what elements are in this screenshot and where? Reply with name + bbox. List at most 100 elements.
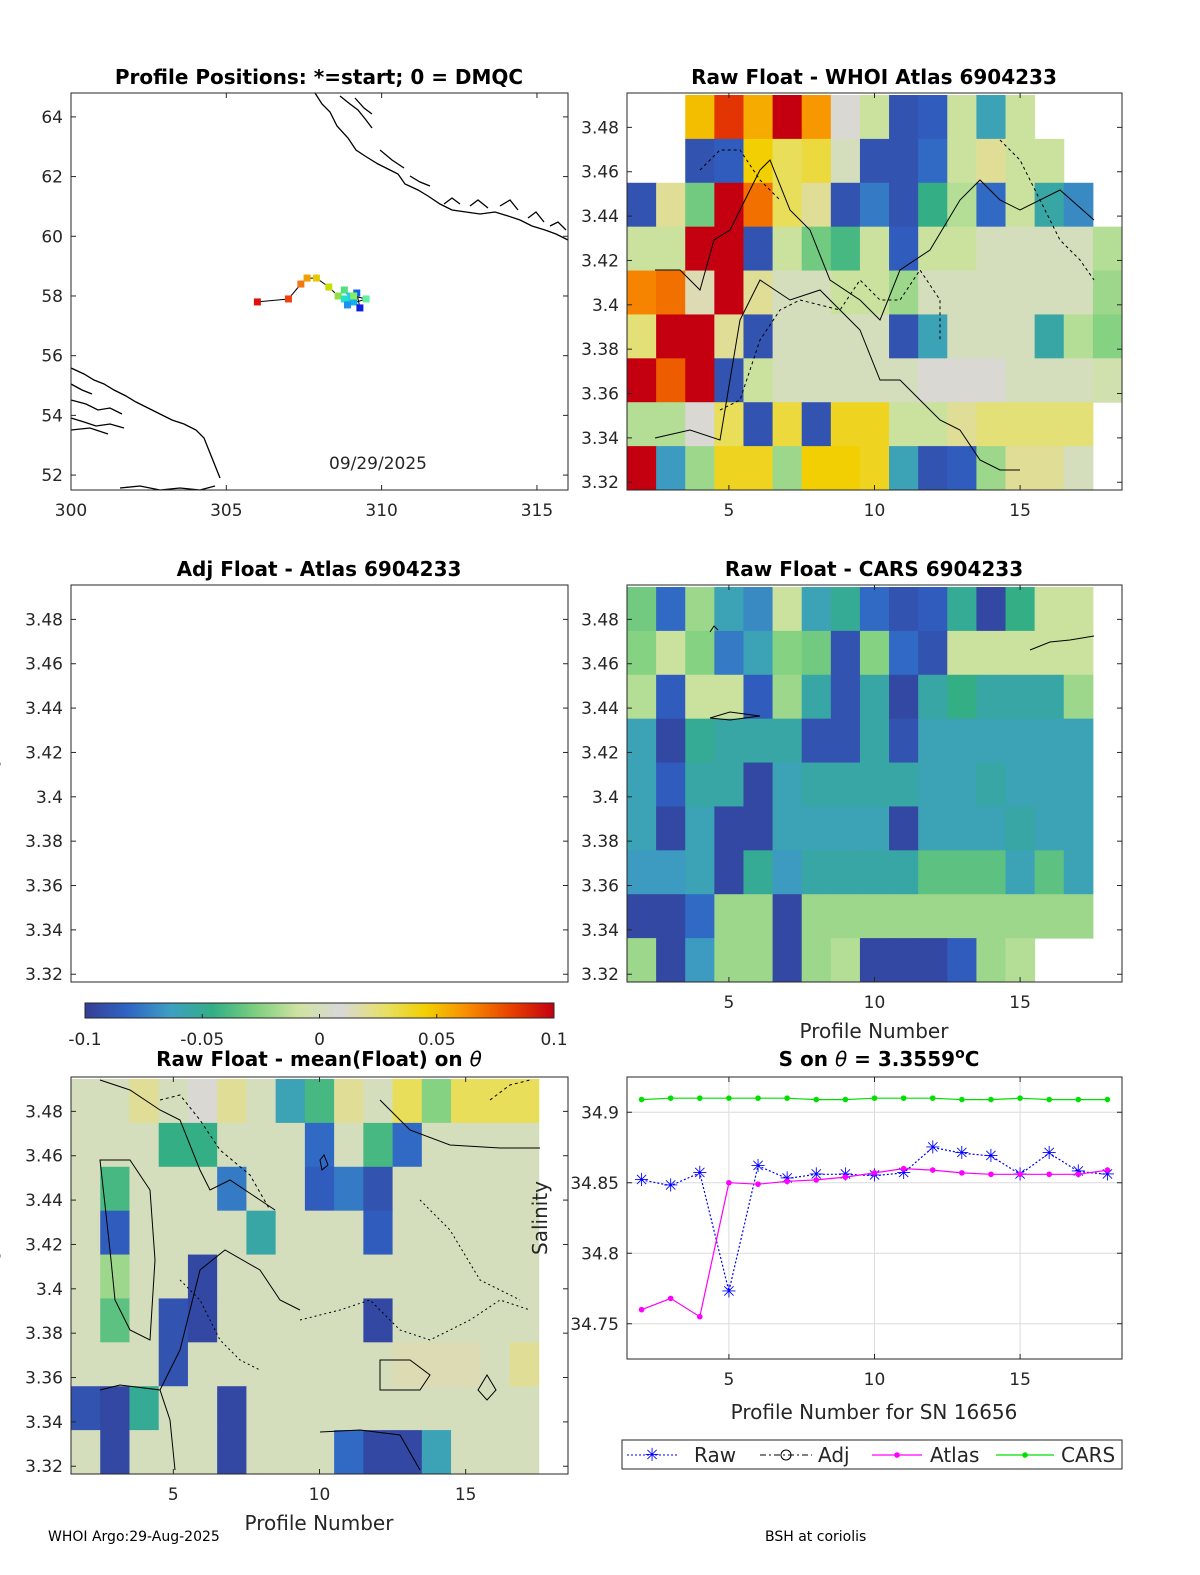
heatmap-cell bbox=[889, 674, 919, 720]
heatmap-cell bbox=[100, 1122, 130, 1168]
heatmap-cell bbox=[685, 762, 715, 807]
heatmap-cell bbox=[947, 762, 977, 807]
heatmap-cell bbox=[918, 182, 948, 228]
heatmap-cell bbox=[392, 1210, 423, 1256]
track-point bbox=[350, 292, 358, 300]
cars-title: Raw Float - CARS 6904233 bbox=[725, 557, 1023, 581]
y-tick-label: 3.46 bbox=[25, 655, 63, 675]
heatmap-cell bbox=[714, 850, 744, 895]
heatmap-cell bbox=[918, 95, 948, 140]
heatmap-cell bbox=[187, 1166, 218, 1212]
series-atlas-point bbox=[988, 1171, 994, 1178]
series-atlas-point bbox=[871, 1170, 878, 1176]
heatmap-cell bbox=[772, 718, 803, 764]
y-tick-label: 34.8 bbox=[581, 1244, 619, 1264]
series-atlas-point bbox=[667, 1295, 674, 1302]
heatmap-cell bbox=[392, 1298, 423, 1343]
heatmap-cell bbox=[976, 226, 1007, 272]
heatmap-cell bbox=[889, 850, 919, 895]
heatmap-cell bbox=[187, 1342, 218, 1387]
heatmap-cell bbox=[656, 806, 686, 851]
heatmap-cell bbox=[772, 95, 803, 140]
x-tick-label: 300 bbox=[55, 501, 87, 521]
heatmap-cell bbox=[421, 1079, 452, 1124]
heatmap-cell bbox=[1063, 762, 1094, 807]
series-cars-point bbox=[929, 1095, 936, 1101]
heatmap-cell bbox=[158, 1079, 189, 1124]
heatmap-cell bbox=[976, 358, 1007, 403]
heatmap-cell bbox=[451, 1254, 481, 1299]
heatmap-cell bbox=[772, 850, 803, 895]
heatmap-cell bbox=[743, 358, 774, 403]
heatmap-cell bbox=[918, 446, 948, 491]
heatmap-cell bbox=[801, 314, 832, 359]
heatmap-cell bbox=[421, 1122, 452, 1168]
track-point bbox=[303, 274, 311, 282]
heatmap-cell bbox=[304, 1342, 335, 1387]
track-point bbox=[325, 283, 333, 291]
series-atlas-point bbox=[1075, 1171, 1082, 1178]
heatmap-cell bbox=[889, 182, 919, 228]
y-tick-label: 3.42 bbox=[25, 1235, 63, 1255]
salinity-title-unit: C bbox=[965, 1047, 980, 1071]
heatmap-cell bbox=[246, 1079, 277, 1124]
heatmap-cell bbox=[363, 1166, 394, 1212]
heatmap-cell bbox=[772, 587, 803, 632]
track-point bbox=[284, 295, 292, 303]
heatmap-cell bbox=[1034, 138, 1065, 184]
x-tick-label: 10 bbox=[864, 993, 886, 1013]
series-raw-point: ✳ bbox=[954, 1143, 969, 1164]
y-tick-label: 3.38 bbox=[25, 832, 63, 852]
heatmap-cell bbox=[976, 587, 1007, 632]
series-atlas-point bbox=[696, 1313, 703, 1320]
heatmap-cell bbox=[304, 1166, 335, 1212]
heatmap-cell bbox=[158, 1254, 189, 1299]
heatmap-cell bbox=[1063, 446, 1094, 491]
heatmap-cell bbox=[743, 718, 774, 764]
heatmap-cell bbox=[772, 182, 803, 228]
heatmap-cell bbox=[334, 1166, 364, 1212]
heatmap-cell bbox=[1005, 806, 1036, 851]
whoi-heatmap-cells bbox=[627, 95, 1123, 491]
heatmap-cell bbox=[304, 1210, 335, 1256]
heatmap-cell bbox=[363, 1430, 394, 1475]
heatmap-cell bbox=[859, 138, 890, 184]
heatmap-cell bbox=[187, 1386, 218, 1431]
heatmap-cell bbox=[334, 1430, 364, 1475]
track-point bbox=[253, 298, 261, 306]
heatmap-cell bbox=[947, 95, 977, 140]
heatmap-cell bbox=[275, 1254, 306, 1299]
heatmap-cell bbox=[187, 1210, 218, 1256]
heatmap-cell bbox=[889, 718, 919, 764]
heatmap-cell bbox=[129, 1430, 160, 1475]
heatmap-cell bbox=[480, 1210, 511, 1256]
series-cars-point bbox=[667, 1095, 674, 1101]
heatmap-cell bbox=[480, 1386, 511, 1431]
heatmap-cell bbox=[363, 1079, 394, 1124]
heatmap-cell bbox=[801, 95, 832, 140]
heatmap-cell bbox=[656, 850, 686, 895]
heatmap-cell bbox=[685, 138, 715, 184]
heatmap-cell bbox=[1034, 182, 1065, 228]
heatmap-cell bbox=[627, 226, 657, 272]
heatmap-cell bbox=[830, 358, 861, 403]
heatmap-cell bbox=[714, 358, 744, 403]
heatmap-cell bbox=[976, 674, 1007, 720]
heatmap-cell bbox=[830, 938, 861, 983]
mean-title: Raw Float - mean(Float) on θ bbox=[156, 1047, 482, 1071]
heatmap-cell bbox=[801, 718, 832, 764]
heatmap-cell bbox=[627, 674, 657, 720]
heatmap-cell bbox=[217, 1386, 247, 1431]
y-tick-label: 3.44 bbox=[581, 207, 619, 227]
heatmap-cell bbox=[685, 938, 715, 983]
series-cars-point bbox=[900, 1095, 907, 1101]
cars-heatmap-cells bbox=[627, 587, 1094, 983]
heatmap-cell bbox=[947, 850, 977, 895]
heatmap-cell bbox=[275, 1386, 306, 1431]
heatmap-cell bbox=[743, 587, 774, 632]
legend-adj-label: Adj bbox=[818, 1443, 850, 1467]
heatmap-cell bbox=[830, 402, 861, 447]
heatmap-cell bbox=[918, 226, 948, 272]
heatmap-cell bbox=[976, 718, 1007, 764]
